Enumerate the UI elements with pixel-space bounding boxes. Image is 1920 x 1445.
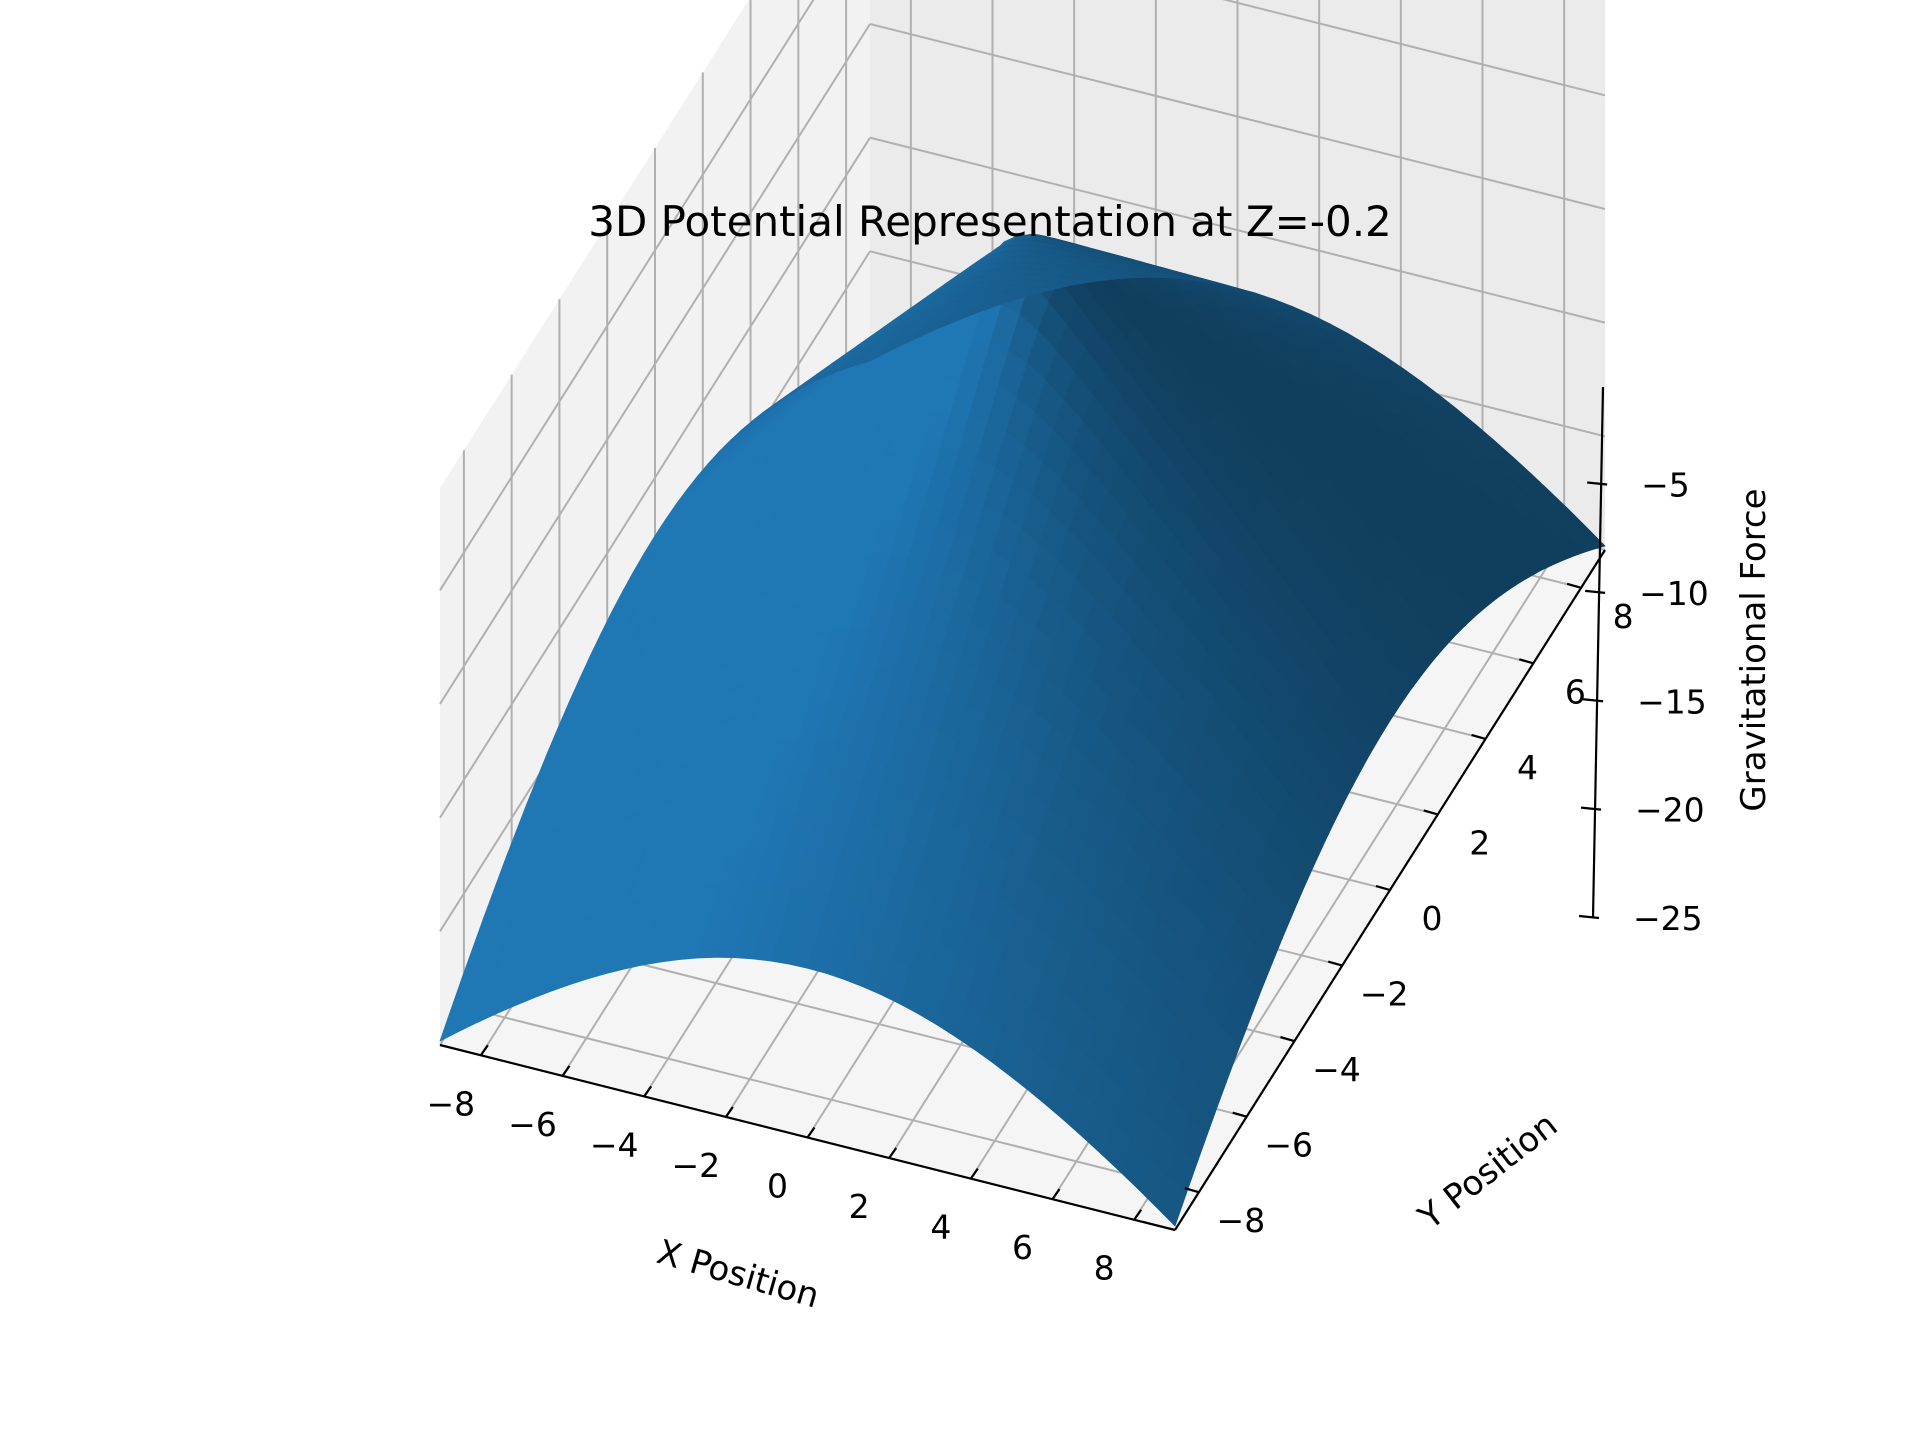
y-tick-label: 8 [1613,597,1634,636]
x-tick-mark [888,1147,898,1159]
x-tick-mark [561,1065,571,1077]
y-tick-mark [1423,809,1439,816]
z-tick-mark [1582,698,1604,703]
y-tick-mark [1375,884,1391,892]
x-tick-mark [479,1044,489,1056]
x-tick-label: −2 [672,1146,721,1185]
x-tick-label: −4 [590,1125,639,1164]
grid-back-z [1222,0,1606,97]
y-tick-mark [1184,1187,1200,1194]
y-tick-label: −2 [1360,975,1409,1014]
x-tick-mark [1133,1209,1143,1221]
grid-left-z [439,0,815,591]
z-tick-label: −5 [1641,466,1690,505]
z-tick-mark [1578,914,1600,920]
y-tick-label: 2 [1469,823,1490,862]
z-tick-label: −10 [1639,574,1709,613]
x-tick-label: 6 [1012,1228,1033,1267]
x-tick-label: 0 [767,1167,788,1206]
surface-cell [858,351,889,365]
x-tick-mark [806,1126,816,1139]
x-tick-label: 4 [930,1208,951,1247]
x-tick-label: −8 [427,1084,476,1123]
x-tick-label: 2 [849,1187,870,1226]
axis-lines [439,386,1608,1232]
z-tick-label: −20 [1635,791,1705,830]
y-tick-label: 0 [1422,899,1443,938]
y-tick-mark [1280,1036,1295,1043]
y-axis-label: Y Position [1411,1105,1566,1238]
grid-back-z [869,23,1606,210]
x-tick-mark [643,1085,653,1098]
grid-left-z [439,23,871,705]
y-tick-label: 4 [1517,748,1538,787]
y-tick-label: 6 [1565,672,1586,711]
z-axis-label: Gravitational Force [1734,488,1774,811]
x-axis-label: X Position [653,1232,824,1316]
chart-title: 3D Potential Representation at Z=-0.2 [588,197,1392,246]
z-tick-label: −15 [1637,682,1707,721]
z-tick-label: −25 [1633,899,1703,938]
grid-left-z [439,137,871,819]
z-axis-line [1591,386,1605,919]
y-tick-mark [1327,960,1343,967]
z-tick-mark [1587,481,1608,486]
y-tick-mark [1471,733,1486,740]
grid-floor-y [463,1006,1200,1194]
y-tick-label: −4 [1312,1050,1361,1089]
surface-mesh [439,233,1606,1227]
y-tick-label: −6 [1264,1126,1313,1165]
y-tick-mark [1566,582,1582,589]
z-tick-mark [1585,589,1606,594]
x-tick-label: 8 [1094,1249,1115,1288]
z-tick-mark [1580,806,1602,811]
x-tick-label: −6 [508,1105,557,1144]
x-tick-mark [1051,1188,1061,1200]
y-tick-mark [1232,1111,1247,1118]
y-tick-mark [1519,658,1534,665]
grid-back-z [869,136,1606,324]
x-tick-mark [969,1167,979,1180]
y-tick-label: −8 [1217,1201,1266,1240]
x-tick-mark [724,1106,734,1118]
